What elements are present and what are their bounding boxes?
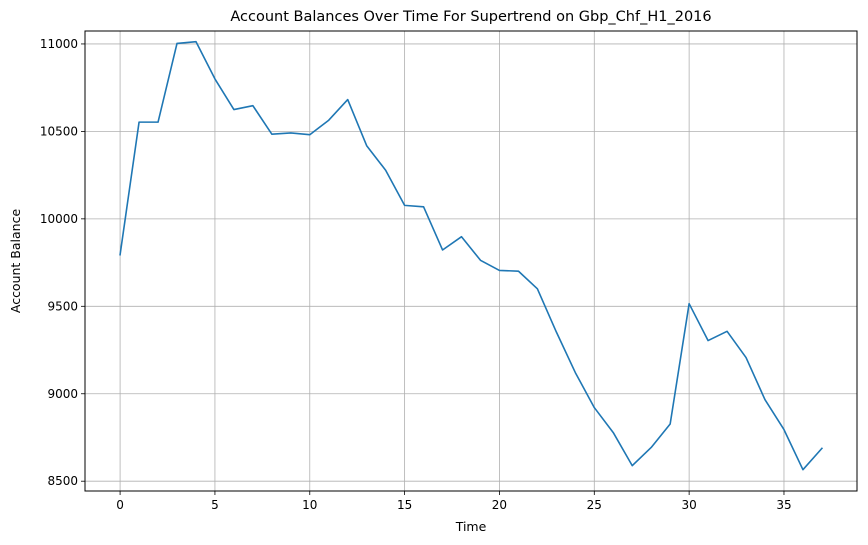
y-tick-label: 10500 xyxy=(40,124,78,138)
y-tick-label: 11000 xyxy=(40,37,78,51)
y-tick-label: 9500 xyxy=(47,299,78,313)
y-tick-label: 9000 xyxy=(47,387,78,401)
x-tick-label: 35 xyxy=(776,498,791,512)
grid-lines xyxy=(85,31,857,491)
x-tick-label: 25 xyxy=(587,498,602,512)
x-tick-label: 20 xyxy=(492,498,507,512)
x-axis-title: Time xyxy=(455,519,487,534)
x-tick-label: 15 xyxy=(397,498,412,512)
x-tick-label: 5 xyxy=(211,498,219,512)
x-tick-label: 10 xyxy=(302,498,317,512)
chart-title: Account Balances Over Time For Supertren… xyxy=(230,9,711,25)
plot-area-frame xyxy=(84,30,858,492)
series-line-account-balance xyxy=(119,40,824,471)
y-axis-title: Account Balance xyxy=(8,209,23,314)
x-tick-label: 0 xyxy=(116,498,124,512)
y-axis-ticks: 8500 9000 9500 10000 10500 11000 xyxy=(40,37,85,488)
y-tick-label: 8500 xyxy=(47,474,78,488)
y-tick-label: 10000 xyxy=(40,212,78,226)
x-tick-label: 30 xyxy=(681,498,696,512)
x-axis-ticks: 0 5 10 15 20 25 30 35 xyxy=(116,491,792,512)
